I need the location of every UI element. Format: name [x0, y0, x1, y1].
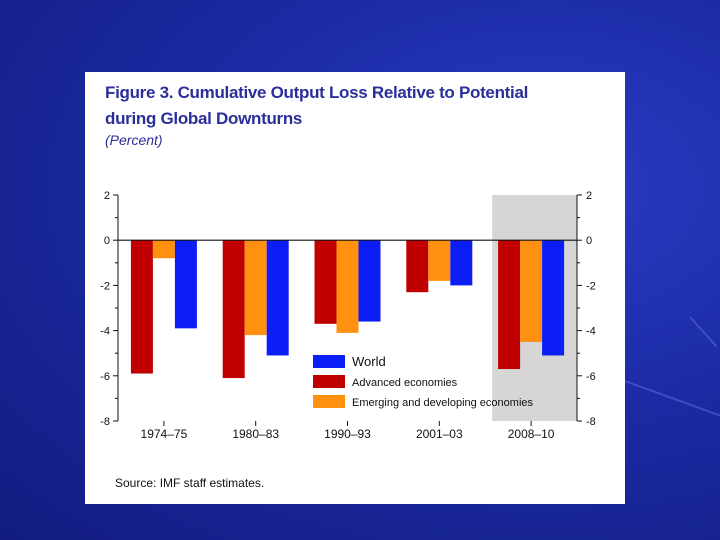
- xtick-label-1: 1980–83: [232, 427, 279, 441]
- ytick-label-right: -4: [586, 326, 596, 338]
- figure-title-line1: Figure 3. Cumulative Output Loss Relativ…: [105, 83, 529, 102]
- bar-world-2: [358, 240, 381, 322]
- bar-advanced-3: [406, 240, 429, 293]
- xtick-label-0: 1974–75: [141, 427, 188, 441]
- figure-title-line2: during Global Downturns: [105, 109, 303, 128]
- source-note: Source: IMF staff estimates.: [115, 476, 265, 490]
- bar-advanced-1: [222, 240, 245, 379]
- bar-emerging-2: [336, 240, 359, 333]
- x-labels-group: 1974–75 1980–83 1990–93 2001–03 2008–10: [141, 421, 555, 441]
- ytick-label-right: -2: [586, 280, 596, 292]
- legend-label-0: World: [352, 354, 386, 369]
- ytick-label-right: -6: [586, 371, 596, 383]
- bar-world-3: [450, 240, 473, 286]
- legend-label-1: Advanced economies: [352, 377, 458, 389]
- bar-advanced-0: [130, 240, 153, 374]
- bar-emerging-4: [520, 240, 543, 342]
- ytick-label-left: -8: [100, 416, 110, 428]
- figure-subtitle: (Percent): [105, 132, 163, 148]
- ytick-label-right: 0: [586, 235, 592, 247]
- legend-swatch-1: [313, 375, 345, 388]
- ticks-group: 2 2 0 0 -2 -2 -4 -4 -6 -6 -8 -8: [100, 190, 596, 428]
- bar-emerging-0: [152, 240, 175, 259]
- xtick-label-2: 1990–93: [324, 427, 371, 441]
- ytick-label-left: -4: [100, 326, 110, 338]
- legend-swatch-2: [313, 395, 345, 408]
- background-streak: [689, 316, 718, 348]
- bar-world-0: [174, 240, 197, 329]
- bars-group: [130, 240, 565, 379]
- bar-chart: 2 2 0 0 -2 -2 -4 -4 -6 -6 -8 -8 1974–75 1980–83 1990–…: [100, 190, 596, 441]
- xtick-label-3: 2001–03: [416, 427, 463, 441]
- bar-advanced-2: [314, 240, 337, 324]
- bar-world-1: [266, 240, 289, 356]
- legend-swatch-0: [313, 355, 345, 368]
- ytick-label-left: 0: [104, 235, 110, 247]
- figure-panel: Figure 3. Cumulative Output Loss Relativ…: [85, 72, 625, 504]
- ytick-label-left: -2: [100, 280, 110, 292]
- bar-emerging-3: [428, 240, 451, 281]
- ytick-label-left: -6: [100, 371, 110, 383]
- bar-world-4: [542, 240, 565, 356]
- legend-label-2: Emerging and developing economies: [352, 397, 534, 409]
- ytick-label-left: 2: [104, 190, 110, 202]
- ytick-label-right: 2: [586, 190, 592, 202]
- figure-title: Figure 3. Cumulative Output Loss Relativ…: [105, 80, 605, 132]
- bar-emerging-1: [244, 240, 267, 336]
- background-streak: [624, 380, 720, 420]
- bar-advanced-4: [498, 240, 521, 370]
- xtick-label-4: 2008–10: [508, 427, 555, 441]
- ytick-label-right: -8: [586, 416, 596, 428]
- legend: World Advanced economies Emerging and deve…: [313, 354, 534, 409]
